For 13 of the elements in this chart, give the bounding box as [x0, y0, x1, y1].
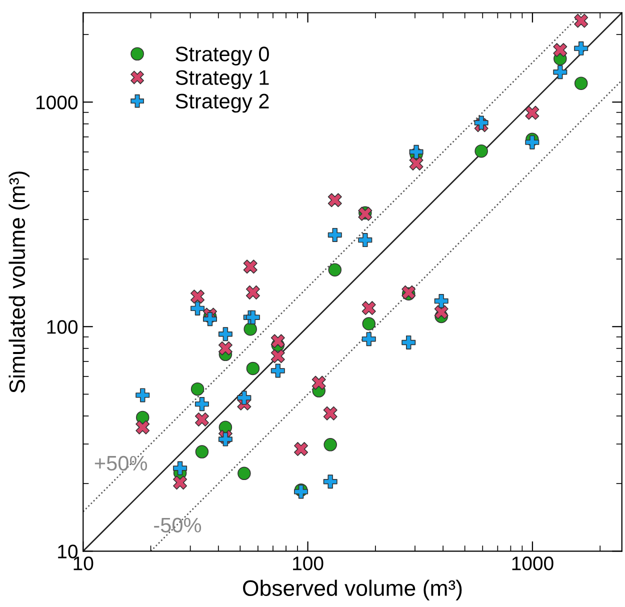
y-tick-label: 10	[58, 544, 78, 558]
y-tick-label: 100	[47, 320, 78, 334]
y-axis-title: Simulated volume (m³)	[8, 172, 30, 393]
y-tick-label: 1000	[36, 96, 78, 110]
x-axis-title: Observed volume (m³)	[243, 580, 462, 600]
x-tick-label: 100	[293, 556, 324, 570]
x-tick-label: 10	[74, 556, 94, 570]
legend-label: Strategy 1	[176, 70, 269, 90]
annotation: +50%	[94, 456, 148, 471]
legend-label: Strategy 2	[176, 94, 269, 113]
annotation: -50%	[154, 518, 202, 533]
legend-label: Strategy 0	[176, 46, 269, 66]
x-tick-label: 1000	[512, 556, 554, 570]
